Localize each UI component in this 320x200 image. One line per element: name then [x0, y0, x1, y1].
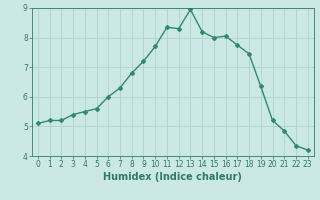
X-axis label: Humidex (Indice chaleur): Humidex (Indice chaleur) — [103, 172, 242, 182]
